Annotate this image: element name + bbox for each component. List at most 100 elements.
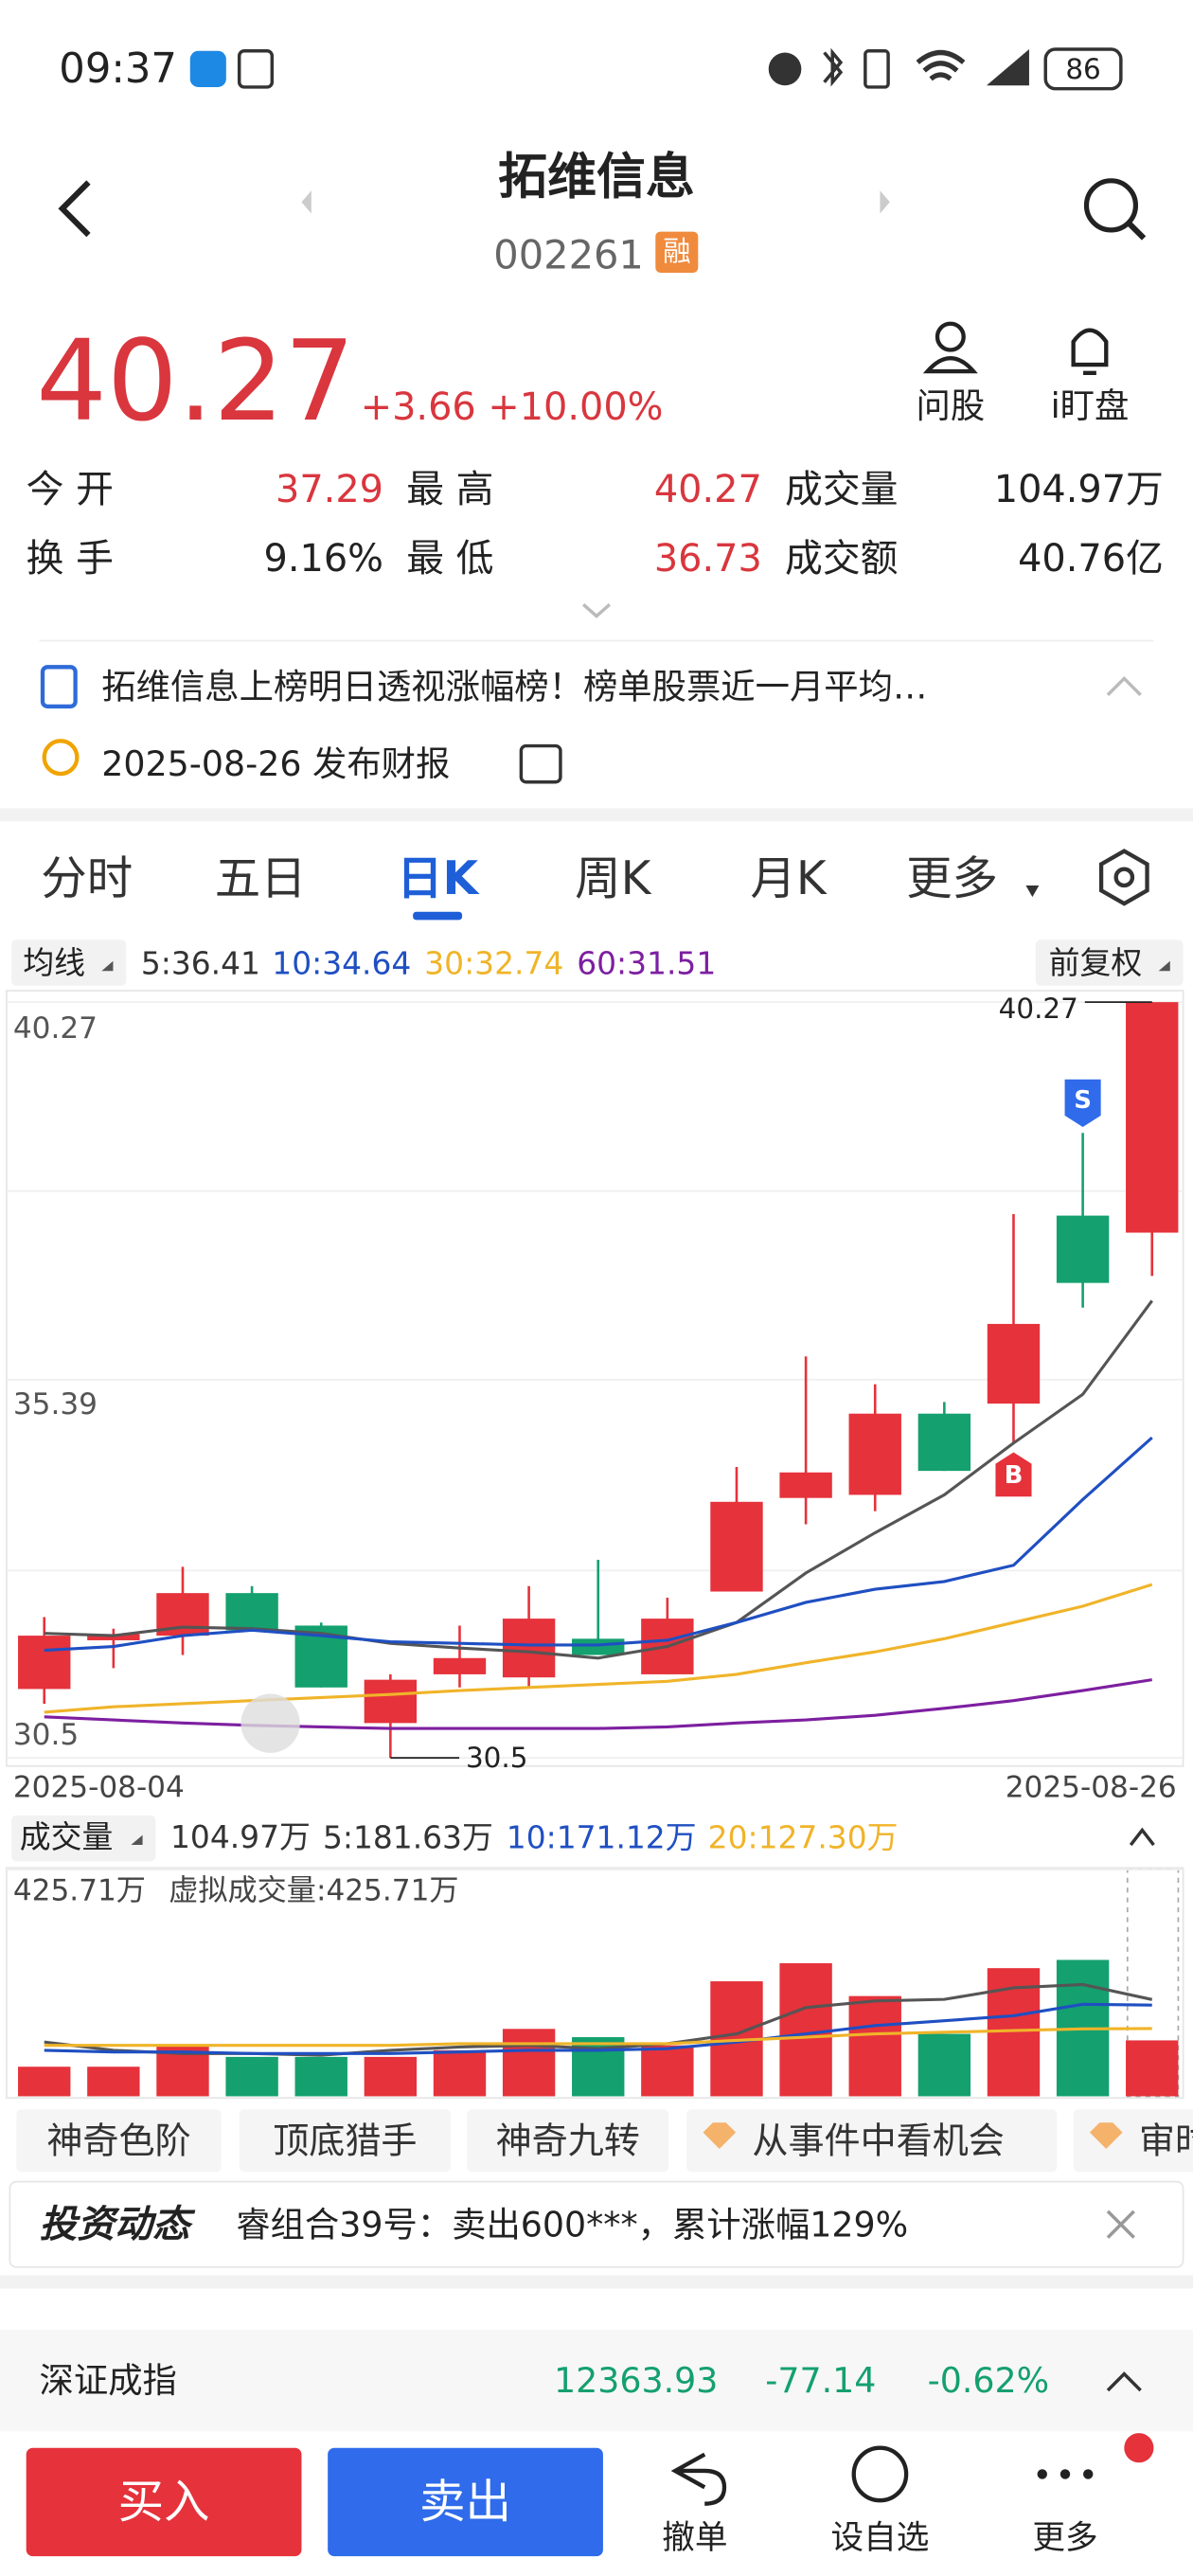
buy-label[interactable]: 买入 bbox=[118, 2476, 210, 2529]
tab[interactable]: 更多 bbox=[906, 852, 998, 905]
volume-bar bbox=[433, 2049, 487, 2097]
more-button[interactable]: 更多 bbox=[1032, 2519, 1097, 2557]
draw-tool[interactable] bbox=[240, 1693, 300, 1753]
tab[interactable]: 月K bbox=[750, 852, 827, 905]
prev-stock[interactable] bbox=[301, 190, 312, 214]
search-button[interactable] bbox=[1083, 178, 1139, 233]
watch-button[interactable]: i盯盘 bbox=[1051, 385, 1130, 426]
sell-button[interactable] bbox=[328, 2447, 603, 2557]
candle-body bbox=[364, 1679, 418, 1724]
tool-chip[interactable] bbox=[16, 2109, 222, 2173]
stat-value: 37.29 bbox=[276, 468, 383, 511]
volume-bar bbox=[1126, 2040, 1179, 2097]
index-bar[interactable] bbox=[0, 2329, 1193, 2432]
tool-chip-label[interactable]: 从事件中看机会 bbox=[752, 2120, 1004, 2161]
expand-stats[interactable] bbox=[582, 603, 611, 618]
y-tick-label: 35.39 bbox=[13, 1387, 98, 1422]
banner-title: 投资动态 bbox=[40, 2203, 196, 2246]
tab[interactable]: 日K bbox=[397, 852, 480, 905]
calendar-icon[interactable] bbox=[519, 743, 562, 784]
section-gap bbox=[0, 2275, 1193, 2289]
candle-body bbox=[987, 1323, 1041, 1404]
tool-chip-label[interactable]: 顶底猎手 bbox=[273, 2120, 417, 2161]
status-time: 09:37 bbox=[59, 45, 177, 93]
more-dot bbox=[1083, 2469, 1094, 2479]
tab[interactable]: 分时 bbox=[41, 852, 133, 905]
ma-value: 31.51 bbox=[627, 944, 716, 981]
ma-line bbox=[44, 1583, 1153, 1714]
ask-icon bbox=[935, 321, 966, 352]
tool-chip[interactable] bbox=[467, 2109, 669, 2173]
diamond-icon bbox=[1089, 2122, 1123, 2149]
index-expand[interactable] bbox=[1106, 2371, 1142, 2392]
battery-level: 86 bbox=[1065, 53, 1100, 85]
tab[interactable]: 周K bbox=[575, 852, 651, 905]
cancel-icon bbox=[670, 2452, 727, 2506]
diamond-icon bbox=[703, 2122, 737, 2149]
tool-chip[interactable] bbox=[239, 2109, 451, 2173]
ma-name: 60: bbox=[577, 944, 627, 981]
candle-body bbox=[225, 1593, 278, 1631]
index-percent: -0.62% bbox=[928, 2360, 1050, 2401]
ma-line bbox=[44, 2002, 1152, 2055]
ask-button[interactable]: 问股 bbox=[917, 385, 986, 426]
stat-value: 104.97万 bbox=[994, 468, 1164, 511]
bt-icon bbox=[823, 47, 844, 87]
last-price: 40.27 bbox=[36, 316, 355, 446]
collapse-news[interactable] bbox=[1106, 675, 1142, 697]
ask-icon-body bbox=[922, 356, 978, 374]
sell-mark: S bbox=[1074, 1086, 1092, 1115]
settings-button[interactable] bbox=[1098, 849, 1149, 906]
tab[interactable]: 五日 bbox=[215, 852, 307, 905]
virtual-volume: 虚拟成交量:425.71万 bbox=[169, 1874, 458, 1908]
next-stock[interactable] bbox=[880, 190, 890, 214]
candle-body bbox=[433, 1657, 487, 1674]
volume-collapse[interactable] bbox=[1129, 1827, 1155, 1847]
tabs: 分时 五日 日K 周K 月K 更多 bbox=[41, 852, 998, 905]
stat-value: 9.16% bbox=[264, 537, 383, 581]
volume-bar bbox=[502, 2029, 556, 2097]
vol-ma-name: 20: bbox=[708, 1818, 758, 1855]
ma-legend: 10:34.64 bbox=[272, 944, 411, 981]
buy-button[interactable] bbox=[26, 2447, 302, 2557]
sell-label[interactable]: 卖出 bbox=[419, 2476, 511, 2529]
ma-button[interactable] bbox=[11, 939, 127, 986]
back-button[interactable] bbox=[58, 180, 91, 238]
tool-chip-label[interactable]: 神奇色阶 bbox=[46, 2120, 190, 2161]
settings-dot bbox=[1113, 867, 1135, 888]
high-label: 40.27 bbox=[999, 993, 1078, 1025]
y-tick-label: 425.71万 bbox=[13, 1874, 146, 1908]
tool-chip-label[interactable]: 审时 bbox=[1139, 2120, 1193, 2161]
volume-button[interactable] bbox=[11, 1815, 156, 1862]
candle-body bbox=[572, 1638, 625, 1655]
news-icon bbox=[40, 665, 78, 709]
y-tick-label: 30.5 bbox=[13, 1718, 79, 1752]
battery-icon bbox=[1043, 47, 1123, 91]
watchlist-button[interactable]: 设自选 bbox=[831, 2519, 930, 2557]
stat-label: 最 低 bbox=[406, 537, 493, 581]
cancel-button[interactable]: 撤单 bbox=[662, 2519, 727, 2557]
event-text: 2025-08-26 发布财报 bbox=[101, 743, 450, 784]
margin-badge-text: 融 bbox=[663, 235, 690, 267]
tool-chip[interactable] bbox=[686, 2109, 1058, 2173]
volume-bar bbox=[18, 2066, 71, 2097]
tool-chip-label[interactable]: 神奇九转 bbox=[496, 2120, 640, 2161]
ma-button-text[interactable]: 均线 bbox=[23, 944, 85, 981]
ma-legend: 30:32.74 bbox=[424, 944, 563, 981]
vol-ma-value: 171.12万 bbox=[557, 1818, 697, 1855]
margin-badge bbox=[655, 231, 699, 273]
banner-close[interactable] bbox=[1106, 2209, 1135, 2239]
volume-bar bbox=[779, 1962, 832, 2097]
adjust-button-text[interactable]: 前复权 bbox=[1049, 944, 1143, 981]
ma-legend: 5:36.41 bbox=[141, 944, 260, 981]
volume-button-text[interactable]: 成交量 bbox=[20, 1818, 114, 1855]
candle-body bbox=[779, 1472, 832, 1498]
news-headline[interactable]: 拓维信息上榜明日透视涨幅榜！榜单股票近一月平均… bbox=[101, 667, 927, 707]
adjust-button[interactable] bbox=[1035, 939, 1184, 986]
banner[interactable] bbox=[9, 2180, 1184, 2268]
price-chart: 40.27 35.39 30.5 5:36.41 10:34.64 30:32.74 60:… bbox=[6, 944, 1184, 1804]
msg-icon bbox=[189, 50, 226, 87]
bulb-icon bbox=[42, 739, 80, 777]
